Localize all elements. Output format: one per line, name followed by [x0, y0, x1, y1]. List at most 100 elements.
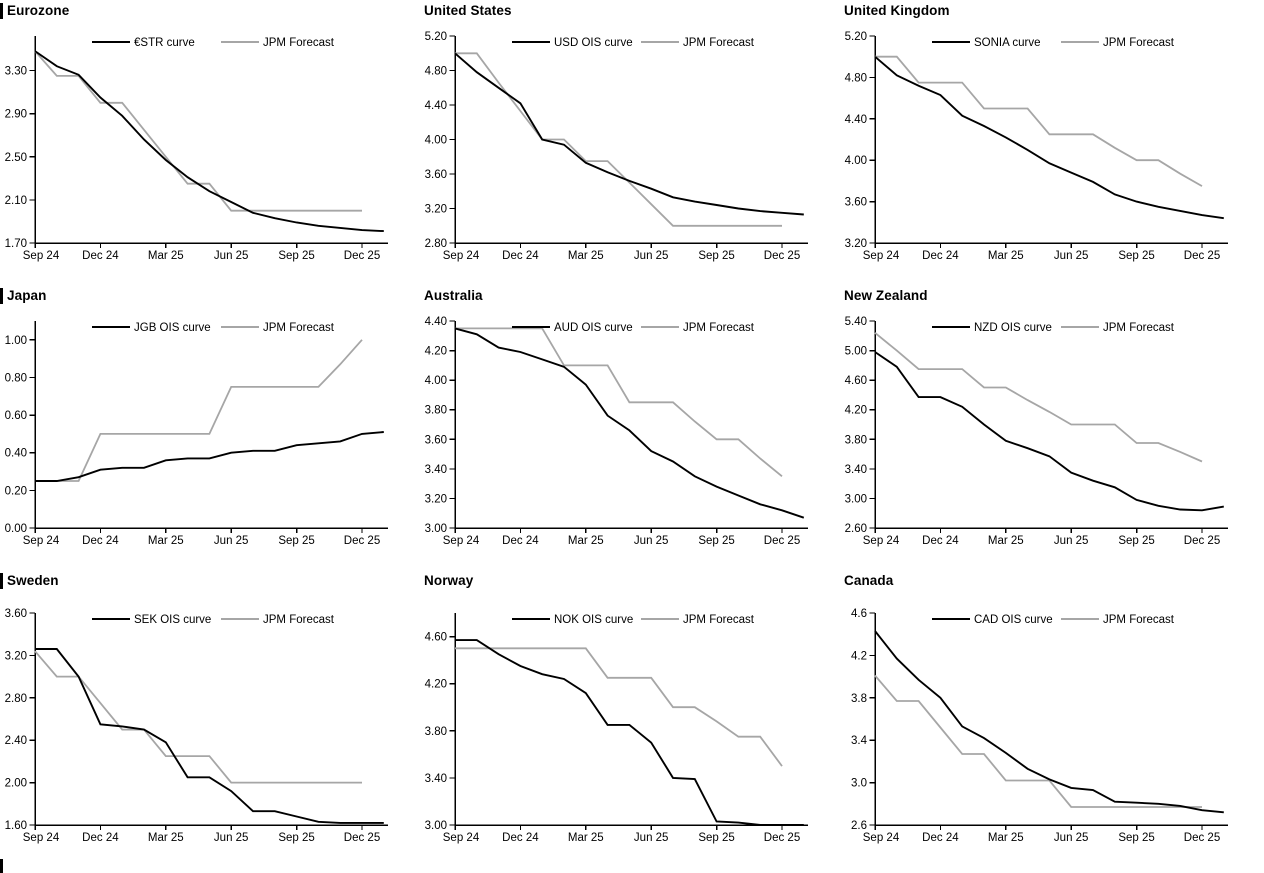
forecast-line: [455, 647, 783, 767]
x-tick-label: Jun 25: [634, 832, 669, 844]
y-tick-label: 4.2: [851, 650, 867, 662]
x-tick-label: Sep 24: [863, 832, 900, 844]
y-tick-label: 3.60: [425, 169, 447, 181]
y-tick-label: 1.60: [5, 820, 27, 832]
chart-title-text: Canada: [844, 573, 894, 588]
chart-cell-sweden: Sweden 1.60 2.00 2.40 2.80 3.20 3.60 Sep 24 Dec …: [0, 570, 420, 873]
x-tick-label: Dec 25: [344, 832, 380, 844]
x-tick-label: Sep 25: [1118, 832, 1154, 844]
chart-cell-united-states: United States 2.80 3.20 3.60 4.00 4.40 4.80 5.2…: [420, 0, 840, 285]
y-tick-label: 2.90: [5, 109, 27, 121]
y-tick-label: 2.80: [5, 693, 27, 705]
y-tick-label: 5.00: [845, 346, 867, 358]
y-tick-label: 5.40: [845, 316, 867, 328]
chart-title: Japan: [0, 287, 47, 304]
x-tick-label: Dec 25: [344, 250, 380, 262]
y-tick-label: 0.20: [5, 485, 27, 497]
y-tick-label: 4.00: [425, 375, 447, 387]
x-tick-label: Dec 24: [922, 832, 959, 844]
legend-forecast-label: JPM Forecast: [683, 322, 755, 334]
chart-title-text: New Zealand: [844, 288, 928, 303]
legend-forecast-label: JPM Forecast: [263, 37, 335, 49]
x-tick-label: Jun 25: [1054, 535, 1089, 547]
chart-title-text: Australia: [424, 288, 483, 303]
x-tick-label: Sep 24: [443, 250, 480, 262]
rate-chart: 2.80 3.20 3.60 4.00 4.40 4.80 5.20 Sep 24 Dec 24…: [425, 31, 808, 262]
y-tick-label: 3.4: [851, 735, 868, 747]
forecast-line: [34, 50, 362, 212]
x-tick-label: Sep 25: [278, 832, 314, 844]
legend-forecast-label: JPM Forecast: [1103, 614, 1175, 626]
x-tick-label: Dec 25: [344, 535, 380, 547]
chart-title-text: Sweden: [7, 573, 59, 588]
rate-chart: 3.20 3.60 4.00 4.40 4.80 5.20 Sep 24 Dec 24 Mar …: [845, 31, 1228, 262]
y-tick-label: 2.00: [5, 778, 27, 790]
y-tick-label: 4.60: [845, 375, 867, 387]
chart-title: Sweden: [0, 572, 59, 589]
ois-curve-line: [454, 327, 805, 519]
x-tick-label: Dec 24: [82, 535, 119, 547]
x-tick-label: Mar 25: [988, 535, 1024, 547]
y-tick-label: 4.20: [845, 405, 867, 417]
legend-ois-label: NZD OIS curve: [974, 322, 1052, 334]
x-tick-label: Dec 24: [82, 832, 119, 844]
y-tick-label: 3.00: [845, 493, 867, 505]
y-tick-label: 0.60: [5, 410, 27, 422]
section-marker-bar: [0, 572, 3, 589]
forecast-line: [875, 55, 1203, 187]
forecast-line: [874, 332, 1203, 463]
chart-cell-eurozone: Eurozone 1.70 2.10 2.50 2.90 3.30 Sep 24 Dec 24…: [0, 0, 420, 285]
x-tick-label: Dec 25: [764, 250, 800, 262]
legend-forecast-label: JPM Forecast: [1103, 37, 1175, 49]
legend-ois-label: SEK OIS curve: [134, 614, 211, 626]
forecast-line: [455, 52, 782, 227]
y-tick-label: 1.70: [5, 238, 27, 250]
x-tick-label: Sep 24: [23, 832, 60, 844]
legend-forecast-label: JPM Forecast: [263, 322, 335, 334]
chart-title: New Zealand: [840, 287, 928, 304]
x-tick-label: Sep 25: [698, 535, 734, 547]
y-tick-label: 2.60: [845, 523, 867, 535]
y-tick-label: 3.20: [425, 204, 447, 216]
ois-curve-line: [454, 52, 804, 216]
x-tick-label: Sep 25: [698, 832, 734, 844]
chart-title-text: Japan: [7, 288, 47, 303]
x-tick-label: Sep 24: [863, 250, 900, 262]
x-tick-label: Sep 24: [23, 535, 60, 547]
y-tick-label: 3.30: [5, 66, 27, 78]
y-tick-label: 3.20: [425, 493, 447, 505]
x-tick-label: Sep 25: [278, 250, 314, 262]
x-tick-label: Dec 24: [502, 832, 539, 844]
y-tick-label: 1.00: [5, 335, 27, 347]
rate-chart: 2.60 3.00 3.40 3.80 4.20 4.60 5.00 5.40 Sep 24 De…: [845, 316, 1228, 547]
chart-title-text: Norway: [424, 573, 474, 588]
chart-title: United Kingdom: [840, 2, 950, 19]
y-tick-label: 3.8: [851, 693, 867, 705]
chart-title-text: United Kingdom: [844, 3, 950, 18]
y-tick-label: 3.40: [425, 773, 447, 785]
chart-cell-australia: Australia 3.00 3.20 3.40 3.60 3.80 4.00 4.20 4.4…: [420, 285, 840, 570]
x-tick-label: Mar 25: [148, 250, 184, 262]
ois-curve-line: [874, 55, 1224, 220]
y-tick-label: 4.60: [425, 632, 447, 644]
rate-chart: 0.00 0.20 0.40 0.60 0.80 1.00 Sep 24 Dec 24 Mar …: [5, 321, 388, 547]
rate-chart: 3.00 3.20 3.40 3.60 3.80 4.00 4.20 4.40 Sep 24 De…: [425, 316, 808, 547]
y-tick-label: 3.40: [845, 464, 867, 476]
chart-title: United States: [420, 2, 512, 19]
y-tick-label: 4.00: [845, 155, 867, 167]
y-tick-label: 2.6: [851, 820, 867, 832]
x-tick-label: Mar 25: [988, 250, 1024, 262]
x-tick-label: Dec 24: [82, 250, 119, 262]
chart-title-text: Eurozone: [7, 3, 70, 18]
y-tick-label: 0.80: [5, 373, 27, 385]
y-tick-label: 3.00: [425, 820, 447, 832]
y-tick-label: 3.0: [851, 778, 867, 790]
y-tick-label: 5.20: [845, 31, 867, 43]
legend-ois-label: CAD OIS curve: [974, 614, 1053, 626]
x-tick-label: Jun 25: [214, 250, 249, 262]
forecast-line: [34, 650, 362, 784]
x-tick-label: Sep 25: [278, 535, 314, 547]
section-marker-bar: [0, 287, 3, 304]
legend-ois-label: AUD OIS curve: [554, 322, 633, 334]
